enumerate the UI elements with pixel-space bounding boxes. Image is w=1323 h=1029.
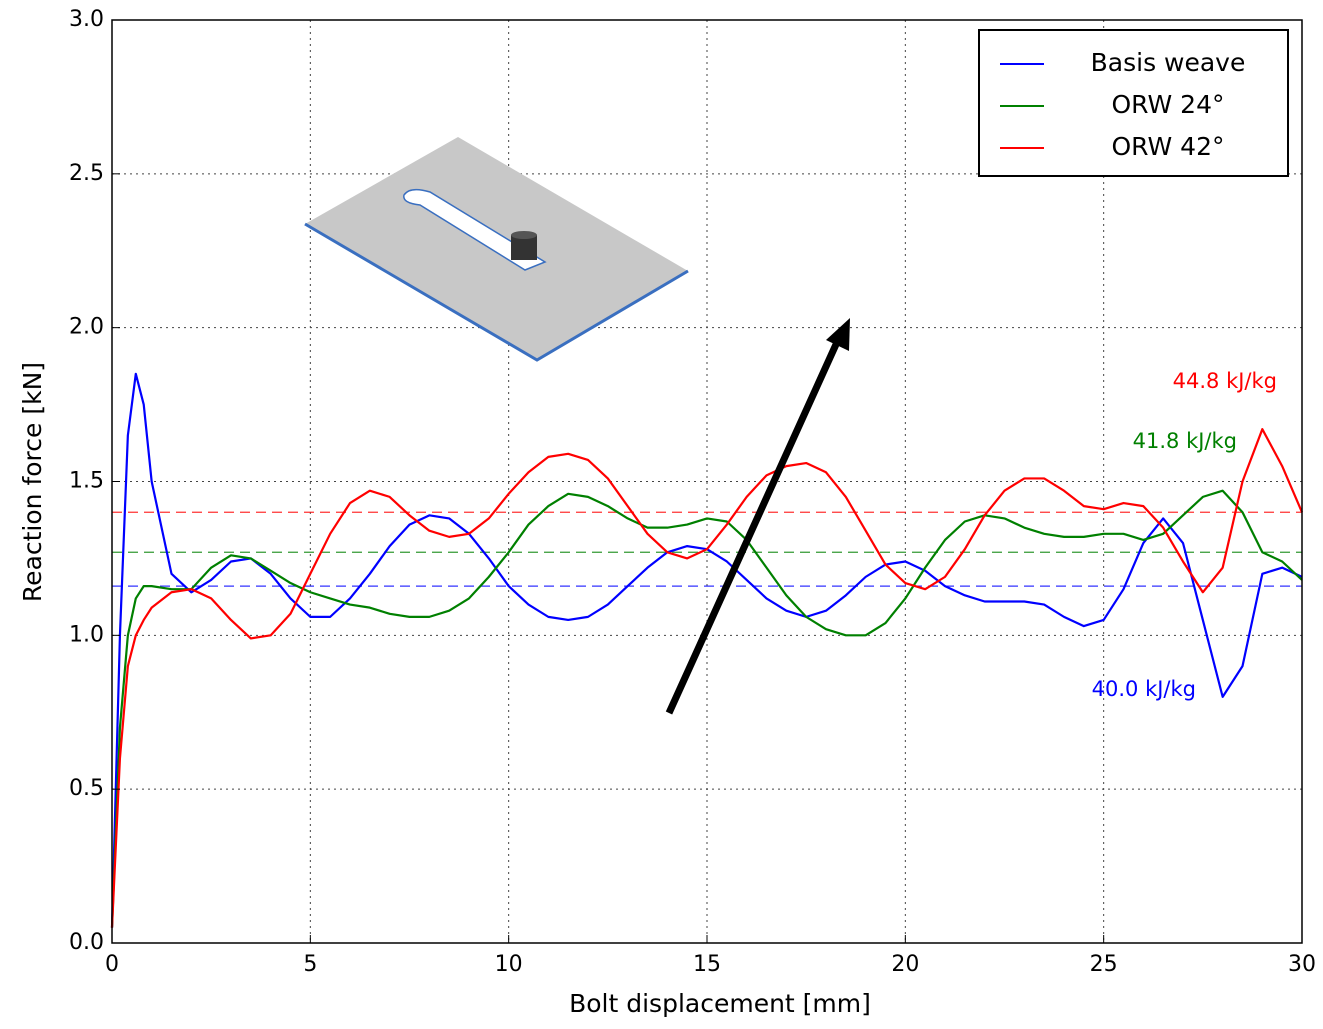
- legend-label: Basis weave: [1091, 48, 1246, 77]
- y-tick-label: 3.0: [69, 7, 104, 32]
- x-tick-label: 5: [303, 952, 317, 977]
- annotation: 44.8 kJ/kg: [1173, 369, 1277, 393]
- y-tick-label: 2.5: [69, 161, 104, 186]
- annotation: 41.8 kJ/kg: [1133, 429, 1237, 453]
- x-tick-label: 15: [693, 952, 721, 977]
- x-tick-label: 10: [495, 952, 523, 977]
- legend: Basis weave ORW 24° ORW 42°: [979, 30, 1288, 176]
- y-tick-label: 1.5: [69, 469, 104, 494]
- x-tick-label: 25: [1090, 952, 1118, 977]
- y-tick-label: 0.5: [69, 776, 104, 801]
- y-tick-label: 2.0: [69, 315, 104, 340]
- x-tick-label: 0: [105, 952, 119, 977]
- page: 0 5 10 15 20 25 30 0.0 0.5 1.0 1.5 2.0 2.5 3.0 Bolt d…: [0, 0, 1323, 1029]
- x-axis-label: Bolt displacement [mm]: [569, 989, 871, 1018]
- y-axis-label: Reaction force [kN]: [18, 362, 47, 602]
- x-tick-label: 20: [891, 952, 919, 977]
- chart: 0 5 10 15 20 25 30 0.0 0.5 1.0 1.5 2.0 2.5 3.0 Bolt d…: [0, 0, 1323, 1025]
- x-tick-label: 30: [1288, 952, 1316, 977]
- y-tick-label: 0.0: [69, 930, 104, 955]
- annotation: 40.0 kJ/kg: [1092, 677, 1196, 701]
- y-tick-label: 1.0: [69, 622, 104, 647]
- bolt-top: [511, 231, 537, 239]
- legend-label: ORW 24°: [1111, 90, 1224, 119]
- legend-label: ORW 42°: [1111, 132, 1224, 161]
